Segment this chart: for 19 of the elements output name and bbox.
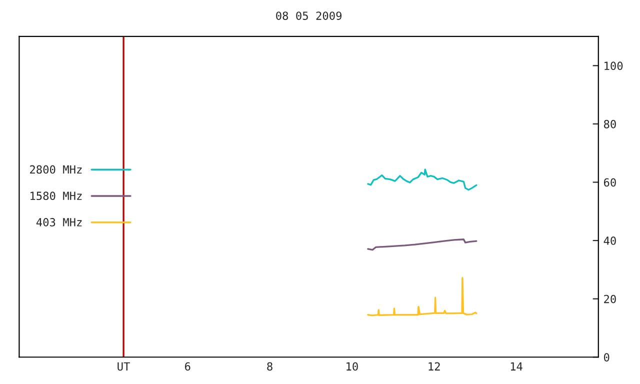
- chart-title: 08 05 2009: [276, 12, 342, 20]
- legend-label: 2800 MHz: [30, 165, 82, 174]
- x-tick-label: 14: [510, 362, 522, 370]
- legend-label: 403 MHz: [36, 218, 82, 226]
- y-tick-label: 20: [604, 294, 616, 304]
- y-tick-label: 80: [604, 120, 616, 128]
- x-tick-label: 12: [428, 362, 440, 370]
- x-tick-label: 10: [346, 362, 358, 371]
- line-series: [367, 238, 478, 251]
- y-tick-label: 0: [604, 353, 610, 362]
- x-tick-label: 6: [184, 362, 190, 371]
- line-series: [367, 168, 478, 191]
- x-tick-label: 8: [267, 362, 272, 371]
- x-tick-label: UT: [118, 362, 130, 371]
- line-series: [367, 277, 478, 316]
- y-tick-label: 100: [604, 62, 623, 70]
- legend-label: 1580 MHz: [30, 192, 82, 200]
- y-tick-label: 40: [604, 236, 616, 245]
- y-tick-label: 60: [604, 178, 616, 187]
